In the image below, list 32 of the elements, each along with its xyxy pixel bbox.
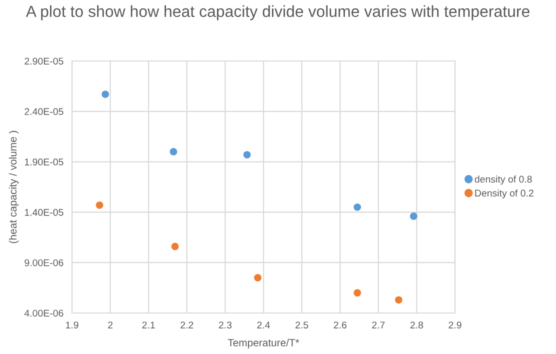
point [171,242,179,250]
x-tick-label: 2.4 [257,322,270,328]
point [354,203,362,211]
legend-label: density of 0.8 [474,176,532,185]
y-tick-label: 4.00E-06 [24,310,64,317]
x-tick-label: 2.2 [180,322,194,328]
x-tick-label: 2.3 [218,322,232,328]
point [102,90,109,98]
point [254,274,262,282]
y-tick-label: 9.00E-06 [24,259,64,266]
x-tick-label: 2.9 [448,322,462,328]
y-tick-label: 2.40E-05 [24,108,64,116]
x-tick-label: 2.1 [142,322,155,328]
x-tick-label: 2.6 [334,322,346,328]
point [395,296,402,304]
chart-title: A plot to show how heat capacity divide volume varies with temperature [26,5,530,20]
point [243,151,251,158]
x-tick-label: 1.9 [66,322,78,328]
legend-label: Density of 0.2 [475,189,534,198]
point [170,148,178,156]
x-tick-label: 2.7 [372,322,385,328]
x-tick-label: 2.5 [296,322,308,328]
y-tick-label: 1.90E-05 [24,158,64,166]
point [96,201,104,209]
y-tick-label: 1.40E-05 [24,208,64,216]
x-tick-label: 2.8 [410,322,424,328]
y-axis-title: (heat capacity / volume ) [8,130,19,244]
x-axis-title: Temperature/T* [228,338,300,348]
y-tick-label: 2.90E-05 [24,58,64,65]
x-tick-label: 2 [108,322,113,328]
point [410,212,418,220]
point [354,289,362,297]
